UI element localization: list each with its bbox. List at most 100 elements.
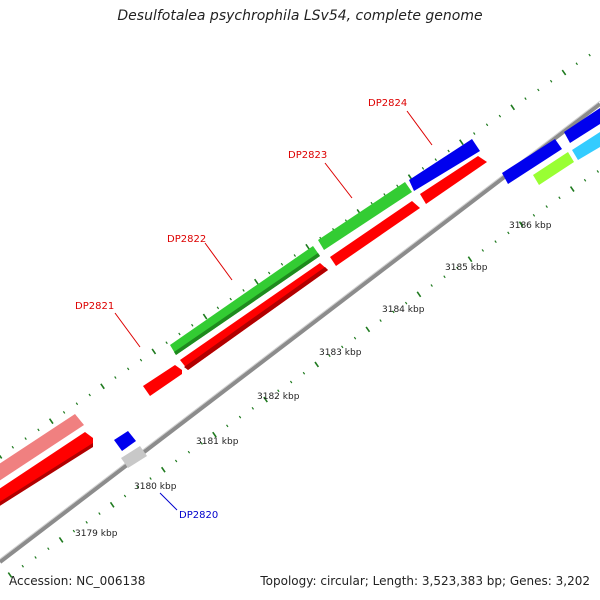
ruler-tick <box>253 278 259 285</box>
ruler-tick <box>507 231 510 235</box>
ruler-tick <box>392 310 395 314</box>
ruler-tick <box>473 132 476 135</box>
ruler-tick <box>165 341 168 345</box>
ruler-tick <box>328 354 331 358</box>
scale-label: 3186 kbp <box>509 221 552 231</box>
accession-label: Accession: NC_006138 <box>9 574 146 588</box>
genome-backbone-highlight <box>0 100 600 560</box>
gene-label-dp2823: DP2823 <box>288 150 327 161</box>
ruler-tick <box>100 383 105 390</box>
gene-arrow <box>318 182 412 250</box>
ruler-tick <box>11 445 15 449</box>
ruler-tick <box>109 501 115 508</box>
gene-arrow-shade <box>184 267 328 370</box>
ruler-tick <box>510 104 516 111</box>
scale-label: 3184 kbp <box>382 305 425 315</box>
ruler-tick <box>293 254 296 257</box>
ruler-tick <box>85 520 88 524</box>
ruler-tick <box>75 402 79 406</box>
scale-label: 3183 kbp <box>319 348 362 358</box>
ruler-tick <box>24 437 27 440</box>
gene-arrow <box>502 139 562 184</box>
gene-arrow <box>180 263 328 370</box>
ruler-tick <box>569 186 575 192</box>
ruler-tick <box>126 367 130 371</box>
ruler-tick <box>200 442 203 445</box>
map-title: Desulfotalea psychrophila LSv54, complet… <box>117 8 483 24</box>
gene-arrow <box>572 132 600 160</box>
ruler-tick <box>263 396 268 403</box>
ruler-tick <box>37 428 40 432</box>
ruler-tick <box>537 88 540 92</box>
ruler-tick <box>160 466 166 473</box>
gene-label-dp2824: DP2824 <box>368 98 407 109</box>
ruler-tick <box>341 345 344 349</box>
gene-arrow <box>564 108 600 143</box>
ruler-tick <box>238 415 242 419</box>
genome-summary: Topology: circular; Length: 3,523,383 bp… <box>260 574 590 588</box>
gene-arrow <box>143 365 182 396</box>
gene-label-dp2822: DP2822 <box>167 234 206 245</box>
ruler-tick <box>524 97 527 101</box>
ruler-tick <box>72 529 76 533</box>
ruler-tick <box>58 536 64 543</box>
ruler-tick <box>518 221 524 228</box>
ruler-tick <box>314 361 320 368</box>
ruler-tick <box>21 564 24 568</box>
ruler-tick <box>191 323 194 327</box>
gene-arrow-shade <box>174 253 320 355</box>
ruler-tick <box>280 262 284 266</box>
ruler-tick <box>498 114 502 118</box>
ruler-tick <box>494 240 497 244</box>
gene-label-dp2821: DP2821 <box>75 301 114 312</box>
genome-backbone <box>0 102 600 564</box>
ruler-tick <box>459 139 464 146</box>
ruler-tick <box>202 313 208 320</box>
ruler-tick <box>353 336 357 340</box>
ruler-tick <box>34 556 37 559</box>
ruler-tick <box>229 297 232 301</box>
ruler-tick <box>98 512 101 515</box>
ruler-tick <box>583 178 587 182</box>
gene-arrow-shade <box>0 443 93 506</box>
ruler-tick <box>7 572 13 578</box>
scale-label: 3182 kbp <box>257 392 300 402</box>
ruler-tick <box>545 205 548 208</box>
ruler-tick <box>421 167 425 170</box>
gene-arrow <box>533 152 574 185</box>
ruler-tick <box>302 371 306 375</box>
ruler-tick <box>212 431 217 438</box>
ruler-tick <box>242 289 245 292</box>
ruler-tick <box>149 477 152 480</box>
scale-label: 3180 kbp <box>134 482 177 492</box>
ruler-tick <box>434 158 437 162</box>
ruler-tick <box>251 406 255 410</box>
ruler-tick <box>0 454 3 459</box>
gene-label-dp2820: DP2820 <box>179 510 218 521</box>
ruler-tick <box>187 450 191 454</box>
scale-label: 3185 kbp <box>445 263 488 273</box>
ruler-tick <box>47 547 50 551</box>
ruler-tick <box>174 459 178 463</box>
ruler-tick <box>383 193 386 196</box>
scale-label: 3181 kbp <box>196 437 239 447</box>
ruler-tick <box>430 284 433 287</box>
ruler-tick <box>267 271 271 275</box>
ruler-tick <box>467 256 473 263</box>
ruler-tick <box>561 69 567 76</box>
gene-arrow <box>114 431 136 451</box>
gene-arrow <box>170 246 320 355</box>
ruler-tick <box>596 170 600 173</box>
gene-label-leaders <box>114 110 433 511</box>
ruler-tick <box>443 275 446 279</box>
ruler-tick <box>62 411 66 414</box>
scale-label: 3179 kbp <box>75 529 118 539</box>
ruler-tick <box>485 123 489 127</box>
ruler-tick <box>549 79 553 83</box>
gene-arrow <box>121 446 147 468</box>
ruler-tick <box>575 62 578 66</box>
ruler-tick <box>88 393 91 397</box>
ruler-tick <box>558 196 561 200</box>
